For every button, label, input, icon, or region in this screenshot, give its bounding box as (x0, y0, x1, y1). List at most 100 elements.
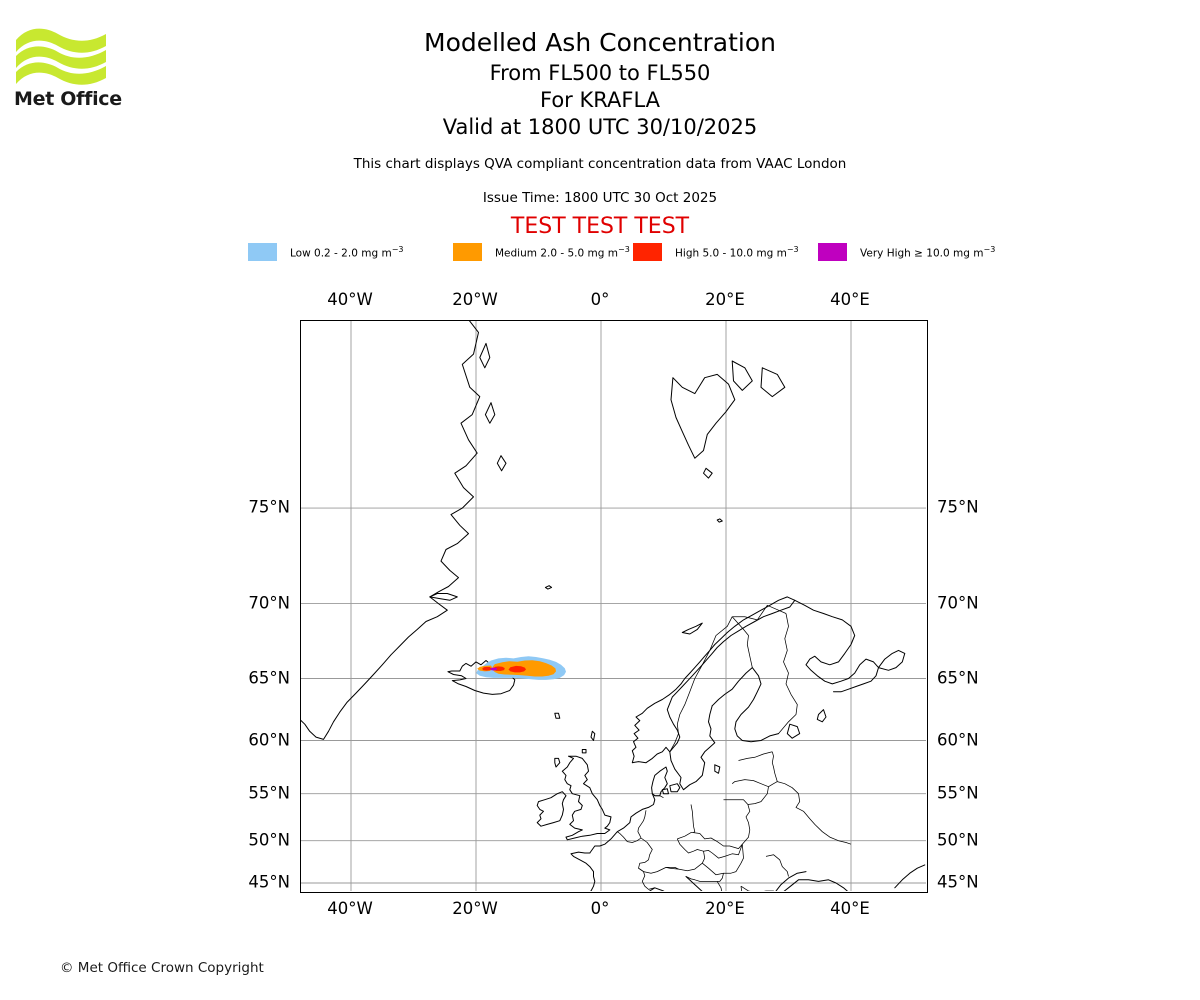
border-20 (731, 779, 769, 788)
coastline-0 (301, 321, 481, 740)
lat-tick-right-5: 70°N (937, 593, 979, 613)
legend-swatch-low (248, 243, 277, 261)
coastlines (301, 321, 926, 891)
coastline-19 (661, 788, 669, 795)
lon-tick-bot-4: 40°E (830, 899, 870, 918)
coastline-8 (731, 360, 753, 391)
met-office-logo (14, 24, 124, 116)
lat-tick-right-0: 45°N (937, 872, 979, 892)
coastline-23 (786, 723, 801, 739)
border-4 (654, 795, 664, 799)
border-21 (771, 751, 778, 782)
coastline-9 (760, 367, 786, 398)
coastline-10 (703, 467, 713, 479)
coastline-27 (581, 749, 587, 754)
lat-tick-right-3: 60°N (937, 730, 979, 749)
volcano-name-line: For KRAFLA (540, 88, 660, 112)
border-3 (778, 613, 798, 734)
lon-tick-bot-2: 0° (590, 899, 610, 918)
border-0 (669, 616, 733, 752)
ash-band-high-west (482, 666, 492, 671)
coastline-20 (794, 599, 879, 693)
lat-tick-right-2: 55°N (937, 783, 979, 803)
coastline-26 (554, 757, 561, 768)
coastline-33 (648, 887, 665, 891)
met-office-wordmark: Met Office (14, 88, 122, 110)
coastline-22 (816, 709, 827, 723)
legend-item-very-high: Very High ≥ 10.0 mg m−3 (818, 242, 995, 262)
border-11 (676, 838, 743, 859)
lat-tick-left-1: 50°N (248, 830, 290, 850)
coastline-7 (670, 373, 736, 459)
border-22 (738, 751, 773, 761)
lat-tick-left-2: 55°N (248, 783, 290, 803)
coastline-18 (669, 783, 681, 793)
lon-tick-top-2: 0° (590, 290, 610, 309)
met-office-waves-icon (16, 28, 106, 85)
lat-tick-left-5: 70°N (248, 593, 290, 613)
coastline-2 (479, 342, 491, 369)
border-10 (677, 832, 694, 840)
border-5 (637, 810, 647, 839)
border-15 (717, 873, 724, 882)
coastline-30 (570, 851, 596, 891)
lat-tick-left-6: 75°N (248, 497, 290, 517)
coastline-3 (484, 402, 496, 424)
ash-band-very-high (490, 667, 498, 671)
coastline-24 (561, 755, 612, 841)
lon-tick-top-3: 20°E (705, 290, 745, 309)
border-24 (765, 854, 789, 877)
border-17 (742, 804, 751, 845)
concentration-legend: Low 0.2 - 2.0 mg m−3 Medium 2.0 - 5.0 mg… (248, 242, 995, 262)
lat-tick-right-1: 50°N (937, 830, 979, 850)
coastline-28 (590, 730, 596, 741)
coastline-1 (429, 593, 458, 601)
border-2 (732, 604, 787, 621)
border-6 (617, 831, 642, 843)
country-borders (591, 604, 852, 891)
legend-swatch-very-high (818, 243, 847, 261)
border-29 (638, 867, 644, 872)
border-30 (685, 876, 718, 882)
map-frame (300, 320, 928, 893)
ash-plume (476, 656, 566, 680)
lon-tick-bot-0: 40°W (327, 899, 373, 918)
border-13 (643, 867, 679, 874)
coastline-31 (589, 793, 656, 854)
test-banner: TEST TEST TEST (510, 214, 690, 239)
legend-swatch-medium (453, 243, 482, 261)
coastline-21 (878, 649, 906, 671)
coastline-13 (681, 622, 703, 635)
legend-label-low: Low 0.2 - 2.0 mg m−3 (290, 244, 404, 260)
legend-label-very-high: Very High ≥ 10.0 mg m−3 (860, 244, 996, 260)
coastline-11 (716, 518, 723, 523)
coastline-36 (685, 876, 703, 891)
qva-note: This chart displays QVA compliant concen… (353, 156, 847, 172)
border-19 (747, 781, 778, 805)
border-31 (716, 881, 723, 891)
lon-tick-top-1: 20°W (452, 290, 498, 309)
border-18 (723, 799, 749, 805)
coastline-4 (496, 455, 507, 472)
lon-tick-bot-3: 20°E (705, 899, 745, 918)
lon-tick-top-4: 40°E (830, 290, 870, 309)
coastline-37 (783, 879, 849, 891)
graticule-grid (301, 321, 926, 891)
border-14 (702, 844, 744, 876)
legend-item-high: High 5.0 - 10.0 mg m−3 (633, 242, 818, 262)
lat-tick-left-0: 45°N (248, 872, 290, 892)
map-canvas (301, 321, 926, 891)
flight-level-line: From FL500 to FL550 (489, 61, 711, 85)
lon-tick-bot-1: 20°W (452, 899, 498, 918)
legend-label-medium: Medium 2.0 - 5.0 mg m−3 (495, 244, 630, 260)
border-1 (731, 616, 753, 668)
lat-tick-right-6: 75°N (937, 497, 979, 517)
ash-concentration-map (300, 320, 928, 893)
coastline-6 (544, 585, 553, 590)
page-title: Modelled Ash Concentration (424, 28, 776, 57)
ash-band-high-main (508, 665, 526, 673)
border-12 (665, 851, 706, 872)
legend-item-medium: Medium 2.0 - 5.0 mg m−3 (453, 242, 633, 262)
legend-item-low: Low 0.2 - 2.0 mg m−3 (248, 242, 453, 262)
coastline-17 (651, 766, 668, 797)
